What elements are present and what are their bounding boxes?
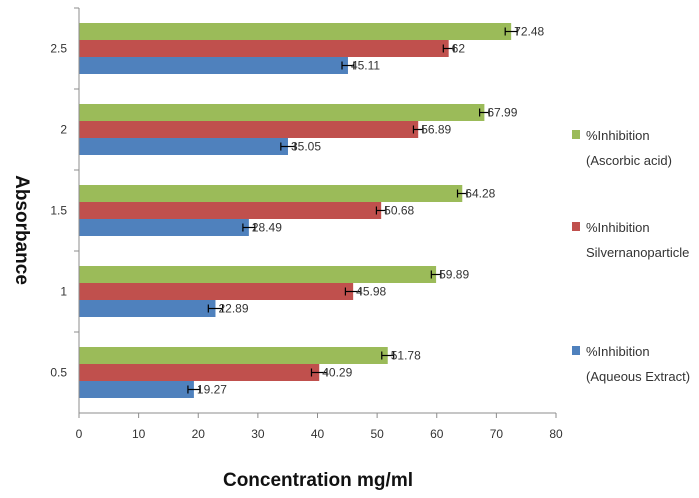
bar-1-1.5 [79, 219, 249, 236]
bar-1-0.5 [79, 381, 194, 398]
x-tick-label-80: 80 [549, 427, 563, 441]
data-label-2-0.5: 40.29 [322, 366, 352, 380]
error-bar-3-2 [479, 108, 490, 117]
legend-item-2: %Inhibition Silvernanoparticle [572, 220, 689, 260]
error-bar-2-0.5 [310, 368, 328, 377]
x-tick-label-50: 50 [370, 427, 384, 441]
error-bar-1-0.5 [187, 385, 201, 394]
legend-item-3: %Inhibition (Ascorbic acid) [572, 128, 672, 168]
x-tick-label-10: 10 [132, 427, 146, 441]
y-axis-title: Absorbance [11, 175, 32, 285]
error-bar-2-2 [412, 125, 424, 134]
legend-label-line: (Ascorbic acid) [586, 153, 672, 168]
axes-group: 0.5 1 1.5 2 2.5 0 10 20 30 40 50 60 70 80 [50, 7, 563, 441]
error-bar-3-1.5 [456, 189, 468, 198]
x-tick-label-0: 0 [76, 427, 83, 441]
bar-3-2 [79, 104, 485, 121]
legend-label-line: %Inhibition [586, 344, 650, 359]
legend-swatch [572, 130, 580, 139]
legend-label-line: Silvernanoparticle [586, 245, 689, 260]
legend-swatch [572, 222, 580, 231]
y-tick-label-2.5: 2.5 [50, 42, 67, 56]
error-bar-1-2.5 [341, 61, 355, 70]
data-label-3-1: 59.89 [439, 268, 469, 282]
bar-1-2 [79, 138, 288, 155]
error-bar-2-1 [344, 287, 362, 296]
legend: %Inhibition (Ascorbic acid) %Inhibition Sil… [572, 128, 690, 384]
error-bar-1-2 [280, 142, 296, 151]
bar-3-0.5 [79, 347, 388, 364]
data-label-2-1.5: 50.68 [384, 204, 414, 218]
legend-label-line: %Inhibition [586, 128, 650, 143]
x-tick-label-30: 30 [251, 427, 265, 441]
legend-item-1: %Inhibition (Aqueous Extract) [572, 344, 690, 384]
data-label-1-0.5: 19.27 [197, 383, 227, 397]
error-bars-group [187, 27, 518, 394]
bar-2-1.5 [79, 202, 382, 219]
bar-2-1 [79, 283, 354, 300]
legend-label-line: (Aqueous Extract) [586, 369, 690, 384]
data-label-1-1: 22.89 [218, 302, 248, 316]
data-label-2-2.5: 62 [452, 42, 466, 56]
bar-3-1 [79, 266, 437, 283]
x-tick-label-70: 70 [490, 427, 504, 441]
data-label-1-1.5: 28.49 [252, 221, 282, 235]
legend-label-line: %Inhibition [586, 220, 650, 235]
y-tick-label-2: 2 [60, 123, 67, 137]
error-bar-2-2.5 [442, 44, 455, 53]
x-tick-label-40: 40 [311, 427, 325, 441]
y-tick-label-1.5: 1.5 [50, 204, 67, 218]
data-label-3-0.5: 51.78 [391, 349, 421, 363]
x-axis-title: Concentration mg/ml [223, 470, 413, 491]
bar-1-1 [79, 300, 216, 317]
bar-2-2 [79, 121, 419, 138]
bar-2-0.5 [79, 364, 320, 381]
error-bar-2-1.5 [375, 206, 387, 215]
error-bar-3-0.5 [381, 351, 395, 360]
x-tick-label-60: 60 [430, 427, 444, 441]
data-label-3-1.5: 64.28 [465, 187, 495, 201]
data-labels-group: 19.27 40.29 51.78 22.89 45.98 59.89 28.49 50.68… [197, 25, 545, 397]
data-label-2-1: 45.98 [356, 285, 386, 299]
bar-3-1.5 [79, 185, 463, 202]
error-bar-1-1 [207, 304, 224, 313]
data-label-1-2.5: 45.11 [351, 59, 380, 73]
y-tick-label-1: 1 [60, 285, 67, 299]
legend-swatch [572, 346, 580, 355]
bars-group [79, 23, 512, 398]
bar-1-2.5 [79, 57, 348, 74]
data-label-3-2: 67.99 [487, 106, 517, 120]
error-bar-1-1.5 [242, 223, 256, 232]
error-bar-3-1 [430, 270, 442, 279]
bar-3-2.5 [79, 23, 512, 40]
error-bar-3-2.5 [504, 27, 518, 36]
data-label-3-2.5: 72.48 [514, 25, 544, 39]
y-tick-label-0.5: 0.5 [50, 366, 67, 380]
bar-2-2.5 [79, 40, 449, 57]
data-label-2-2: 56.89 [421, 123, 451, 137]
x-tick-label-20: 20 [192, 427, 206, 441]
data-label-1-2: 35.05 [291, 140, 321, 154]
